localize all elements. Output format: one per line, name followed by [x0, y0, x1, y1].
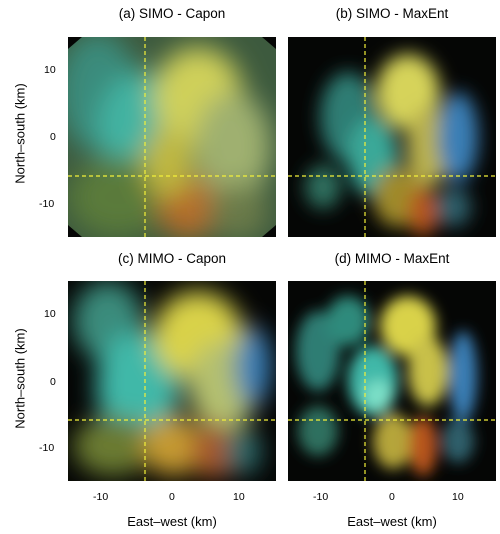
title-d: (d) MIMO - MaxEnt	[334, 251, 450, 266]
xtick-right-m10: -10	[313, 491, 329, 503]
ytick-bottom-m10: -10	[39, 442, 55, 454]
xtick-left-m10: -10	[93, 491, 109, 503]
panel-c-image	[68, 281, 276, 481]
title-c: (c) MIMO - Capon	[117, 251, 226, 266]
xtick-right-10: 10	[452, 491, 464, 503]
panel-a-plot	[68, 37, 276, 237]
ytick-top-0: 0	[50, 131, 56, 143]
ylabel-top: North–south (km)	[12, 83, 28, 184]
ytick-bottom-10: 10	[44, 308, 56, 320]
ytick-top-10: 10	[44, 64, 56, 76]
ytick-top-m10: -10	[39, 198, 55, 210]
panel-c-plot	[68, 281, 276, 481]
title-b: (b) SIMO - MaxEnt	[335, 6, 449, 21]
panel-a-image	[68, 37, 276, 237]
panel-d-plot	[288, 281, 496, 481]
panel-b-plot	[288, 37, 496, 237]
xtick-left-0: 0	[169, 491, 175, 503]
xlabel-left: East–west (km)	[127, 514, 217, 529]
xlabel-right: East–west (km)	[347, 514, 437, 529]
title-a: (a) SIMO - Capon	[118, 6, 226, 21]
xtick-left-10: 10	[233, 491, 245, 503]
panel-b-image	[288, 37, 496, 237]
ytick-bottom-0: 0	[50, 376, 56, 388]
xtick-right-0: 0	[389, 491, 395, 503]
panel-d-image	[288, 281, 496, 481]
ylabel-bottom: North–south (km)	[12, 328, 28, 429]
